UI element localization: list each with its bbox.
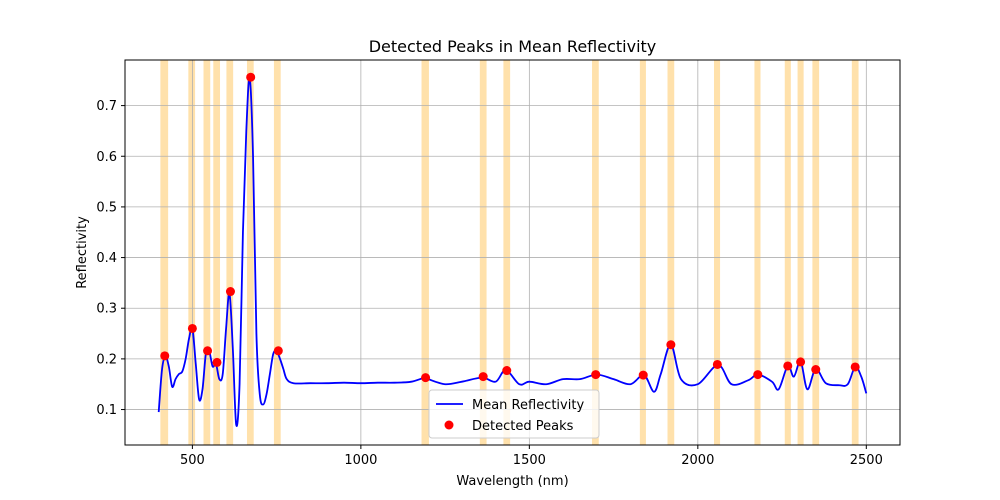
highlight-band: [784, 60, 791, 445]
detected-peak-point: [246, 72, 256, 82]
highlight-band: [160, 60, 169, 445]
y-tick-label: 0.2: [96, 352, 117, 367]
plot-frame: [124, 59, 901, 446]
detected-peak-point: [212, 357, 222, 367]
detected-peak-point: [796, 357, 806, 367]
highlight-band: [667, 60, 675, 445]
detected-peak-point: [850, 362, 860, 372]
detected-peak-point: [783, 361, 793, 371]
y-tick-label: 0.4: [96, 251, 117, 266]
x-tick-label: 2500: [850, 453, 883, 468]
highlight-band: [639, 60, 646, 445]
axis-ticks: 500 1000 1500 2000 2500 0.1 0.2 0.3 0.4 0.5 0.6 0.7: [96, 99, 883, 468]
x-axis-label: Wavelength (nm): [456, 474, 568, 489]
highlight-band: [754, 60, 761, 445]
series-layer: [157, 72, 868, 427]
x-tick-label: 500: [180, 453, 205, 468]
detected-peak-point: [712, 359, 722, 369]
highlight-band: [273, 60, 281, 445]
detected-peak-point: [638, 370, 648, 380]
legend-peak-label: Detected Peaks: [472, 419, 574, 434]
legend-box: [428, 389, 600, 439]
highlight-band: [203, 60, 211, 445]
legend: Mean Reflectivity Detected Peaks: [428, 389, 600, 439]
x-tick-label: 2000: [681, 453, 714, 468]
highlight-band: [503, 60, 511, 445]
detected-peak-point: [502, 366, 512, 376]
highlight-bands: [160, 60, 859, 445]
highlight-band: [421, 60, 429, 445]
detected-peak-point: [478, 372, 488, 382]
legend-line-label: Mean Reflectivity: [472, 398, 584, 413]
y-tick-label: 0.1: [96, 403, 117, 418]
x-tick-label: 1500: [513, 453, 546, 468]
y-tick-label: 0.6: [96, 150, 117, 165]
detected-peak-point: [591, 370, 601, 380]
detected-peak-point: [273, 346, 283, 356]
y-axis-label: Reflectivity: [75, 216, 90, 289]
highlight-band: [812, 60, 820, 445]
highlight-band: [246, 60, 254, 445]
detected-peak-point: [753, 370, 763, 380]
highlight-band: [213, 60, 221, 445]
highlight-band: [226, 60, 234, 445]
y-tick-label: 0.5: [96, 200, 117, 215]
y-tick-label: 0.3: [96, 302, 117, 317]
highlight-band: [851, 60, 859, 445]
highlight-band: [592, 60, 599, 445]
detected-peak-point: [225, 287, 235, 297]
highlight-band: [188, 60, 196, 445]
y-tick-label: 0.7: [96, 99, 117, 114]
x-tick-label: 1000: [344, 453, 377, 468]
legend-peak-swatch: [444, 420, 454, 430]
highlight-band: [714, 60, 721, 445]
detected-peak-point: [187, 323, 197, 333]
highlight-band: [797, 60, 804, 445]
detected-peak-point: [811, 365, 821, 375]
detected-peak-point: [203, 346, 213, 356]
chart-title: Detected Peaks in Mean Reflectivity: [369, 37, 657, 56]
detected-peak-point: [421, 373, 431, 383]
highlight-band: [479, 60, 487, 445]
detected-peak-point: [160, 351, 170, 361]
detected-peak-point: [666, 340, 676, 350]
